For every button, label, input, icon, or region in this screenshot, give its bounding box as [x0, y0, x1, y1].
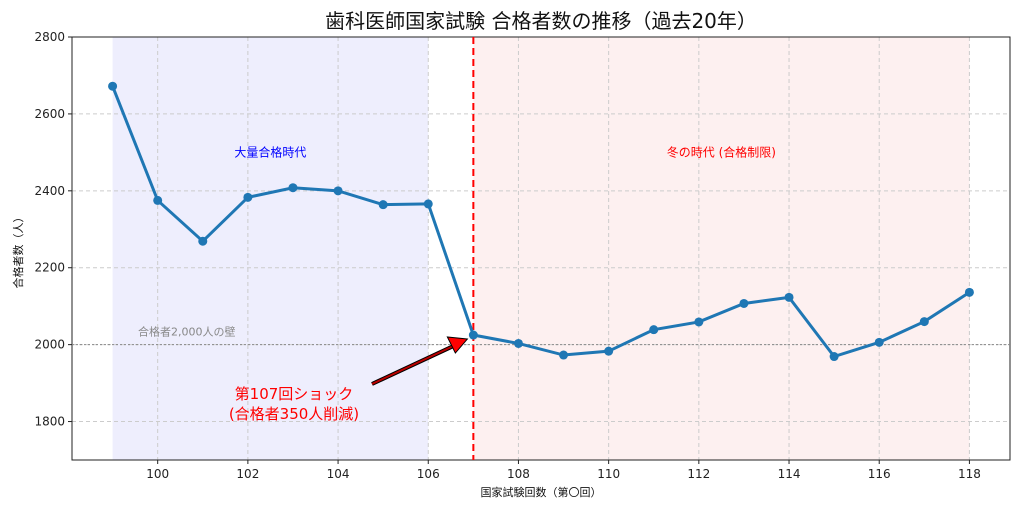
data-point-113: [739, 298, 749, 308]
y-tick-label: 2800: [34, 30, 65, 44]
y-axis-label: 合格者数（人）: [11, 212, 25, 289]
y-tick-label: 2000: [34, 338, 65, 352]
x-tick-label: 108: [507, 467, 530, 481]
plot-frame: [71, 36, 1011, 461]
x-tick-label: 116: [868, 467, 891, 481]
annotation-arrow-head: [446, 336, 469, 354]
shaded-region-0: [112, 37, 429, 460]
data-point-99: [108, 81, 118, 91]
data-point-102: [243, 192, 253, 202]
data-point-107: [468, 330, 478, 340]
data-point-106: [423, 199, 433, 209]
annotation-line-1: 第107回ショック: [235, 385, 354, 403]
data-point-114: [784, 292, 794, 302]
y-tick-label: 2200: [34, 261, 65, 275]
annotation-line-2: (合格者350人削減): [229, 405, 359, 423]
data-point-117: [919, 317, 929, 327]
data-point-115: [829, 352, 839, 362]
data-point-100: [153, 195, 163, 205]
y-tick-label: 1800: [34, 415, 65, 429]
annotation-arrow-shaft: [371, 345, 454, 385]
x-tick-label: 104: [327, 467, 350, 481]
data-point-111: [649, 325, 659, 335]
data-point-110: [604, 346, 614, 356]
data-point-103: [288, 183, 298, 193]
data-point-109: [559, 350, 569, 360]
x-tick-label: 114: [778, 467, 801, 481]
x-tick-label: 118: [958, 467, 981, 481]
data-point-105: [378, 200, 388, 210]
data-point-118: [964, 287, 974, 297]
data-point-112: [694, 317, 704, 327]
shaded-region-1: [473, 37, 970, 460]
threshold-label: 合格者2,000人の壁: [138, 325, 236, 339]
x-tick-label: 102: [236, 467, 259, 481]
y-tick-label: 2400: [34, 184, 65, 198]
data-point-101: [198, 236, 208, 246]
region-label-1: 冬の時代 (合格制限): [667, 144, 776, 159]
x-tick-label: 100: [146, 467, 169, 481]
x-tick-label: 110: [597, 467, 620, 481]
series-line: [111, 85, 971, 359]
y-tick-label: 2600: [34, 107, 65, 121]
data-point-104: [333, 186, 343, 196]
data-point-116: [874, 337, 884, 347]
x-tick-label: 106: [417, 467, 440, 481]
x-axis-label: 国家試験回数（第〇回）: [481, 485, 602, 499]
x-tick-label: 112: [687, 467, 710, 481]
data-point-108: [513, 338, 523, 348]
chart-title: 歯科医師国家試験 合格者数の推移（過去20年）: [325, 9, 757, 33]
region-label-0: 大量合格時代: [234, 144, 306, 159]
